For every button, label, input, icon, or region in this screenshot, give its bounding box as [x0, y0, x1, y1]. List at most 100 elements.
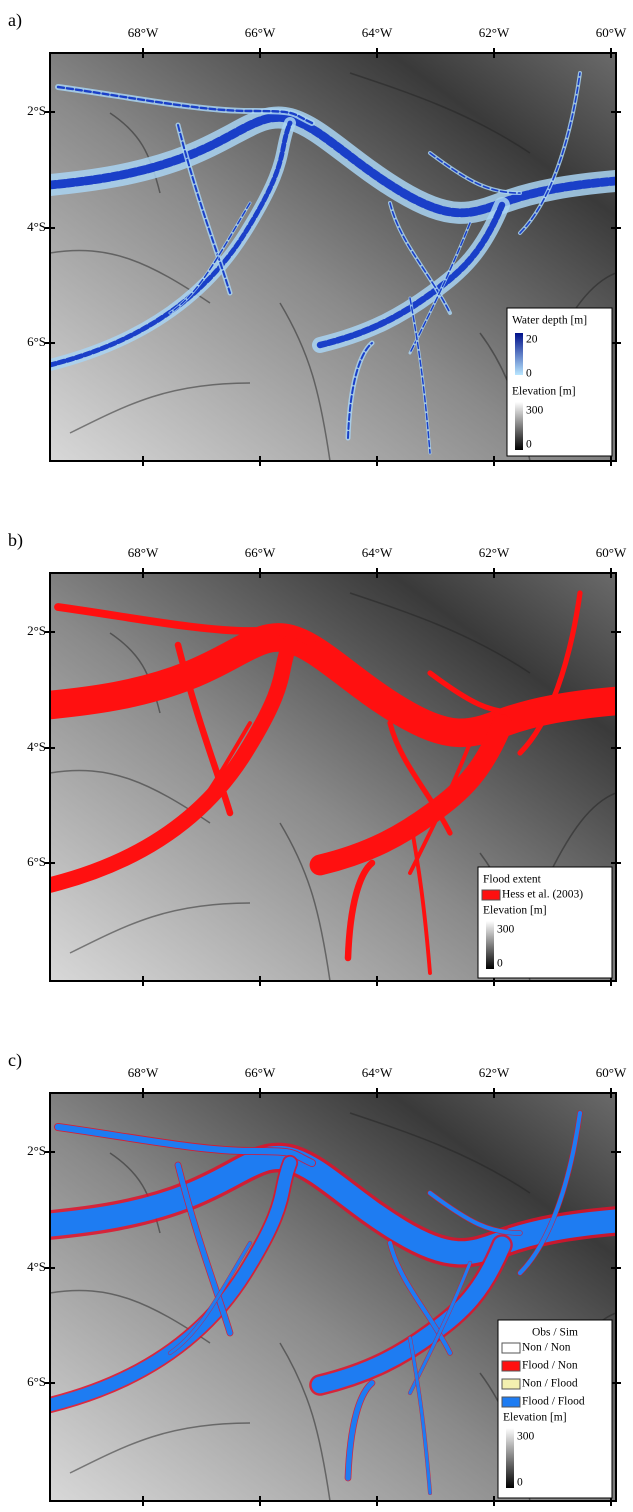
legend-title: Obs / Sim [532, 1327, 578, 1339]
longitude-label: 66°W [245, 25, 276, 40]
water-deep [347, 342, 373, 439]
longitude-label: 66°W [245, 545, 276, 560]
water-deep [409, 297, 431, 454]
legend-swatch [501, 1360, 521, 1372]
longitude-label: 62°W [479, 25, 510, 40]
flood-both [517, 1110, 583, 1276]
longitude-label: 66°W [245, 1065, 276, 1080]
map-frame [49, 1092, 617, 1502]
colorbar [515, 333, 523, 375]
longitude-label: 64°W [362, 545, 393, 560]
drainage [69, 1422, 251, 1474]
flood [387, 720, 453, 836]
legend: Obs / Sim Non / Non Flood / Non Non / Flood… [497, 1319, 613, 1499]
legend-entry: Flood / Non [522, 1360, 578, 1372]
map-frame [49, 572, 617, 982]
colorbar [486, 921, 494, 969]
panel-label: c) [8, 1050, 22, 1071]
legend-box [506, 307, 613, 457]
drainage [279, 822, 331, 981]
flood [309, 714, 513, 876]
flood [344, 859, 376, 962]
water-deep [50, 120, 293, 368]
longitude-label: 64°W [362, 25, 393, 40]
drainage [69, 902, 251, 954]
colorbar-label: 300 [517, 1431, 535, 1443]
drainage [279, 302, 331, 461]
legend-entry: Non / Non [522, 1342, 571, 1354]
map-panel: b) 68°W 66°W 64°W 62°W 60°W 2°S 4°S 6°S Flood ext… [8, 530, 627, 986]
drainage [549, 792, 616, 874]
map-panel: a) 68°W 66°W 64°W 62°W 60°W 2°S 4°S 6°S Water dep… [8, 10, 627, 466]
flood [517, 590, 583, 756]
drainage [109, 632, 161, 714]
latitude-label: 6°S [27, 1374, 46, 1389]
longitude-label: 62°W [479, 1065, 510, 1080]
legend: Water depth [m] 20 0 Elevation [m] 300 0 [506, 307, 613, 457]
flood [174, 641, 234, 817]
drainage [349, 592, 531, 674]
drainage [69, 382, 251, 434]
drainage [349, 1112, 531, 1194]
legend-entry: Non / Flood [522, 1378, 578, 1390]
latitude-label: 2°S [27, 623, 46, 638]
legend-entry: Flood / Flood [522, 1396, 585, 1408]
panel-label: b) [8, 530, 23, 551]
longitude-label: 68°W [128, 25, 159, 40]
flood-both [387, 1240, 453, 1356]
longitude-label: 64°W [362, 1065, 393, 1080]
water-deep [177, 124, 231, 294]
longitude-label: 60°W [596, 1065, 627, 1080]
flood-both [311, 1236, 511, 1394]
flood [408, 816, 432, 975]
colorbar-label: 20 [526, 334, 538, 346]
legend: Flood extent Hess et al. (2003) Elevation … [477, 866, 613, 979]
flood-both [54, 1123, 316, 1167]
colorbar-label: 0 [497, 958, 503, 970]
colorbar-label: 300 [497, 924, 515, 936]
flood-both [408, 1336, 432, 1495]
latitude-label: 2°S [27, 1143, 46, 1158]
latitude-label: 4°S [27, 1259, 46, 1274]
flood [427, 670, 523, 716]
legend-title: Water depth [m] [512, 315, 587, 327]
flood-both [175, 1162, 233, 1336]
legend-entry: Hess et al. (2003) [502, 889, 583, 901]
flood-both [427, 1190, 523, 1236]
colorbar [506, 1428, 514, 1488]
flood-both [345, 1380, 375, 1481]
flood [168, 721, 252, 835]
legend-title: Elevation [m] [512, 386, 576, 398]
water-deep [429, 152, 521, 194]
longitude-label: 60°W [596, 25, 627, 40]
colorbar [515, 402, 523, 450]
colorbar-label: 300 [526, 405, 544, 417]
drainage [109, 112, 161, 194]
latitude-label: 6°S [27, 854, 46, 869]
latitude-label: 6°S [27, 334, 46, 349]
legend-title: Flood extent [483, 874, 542, 886]
colorbar-label: 0 [526, 439, 532, 451]
legend-swatch [501, 1378, 521, 1390]
water-deep [169, 202, 251, 314]
latitude-label: 2°S [27, 103, 46, 118]
flood [50, 635, 298, 893]
latitude-label: 4°S [27, 739, 46, 754]
map-content [50, 53, 616, 461]
longitude-label: 62°W [479, 545, 510, 560]
map-panel: c) 68°W 66°W 64°W 62°W 60°W 2°S 4°S 6°S Obs / Sim… [8, 1050, 627, 1506]
colorbar-label: 0 [526, 368, 532, 380]
legend-swatch [481, 889, 501, 901]
flood-both [168, 1241, 252, 1355]
drainage [279, 1342, 331, 1501]
legend-title: Elevation [m] [503, 1412, 567, 1424]
panel-label: a) [8, 10, 22, 31]
longitude-label: 68°W [128, 545, 159, 560]
map-frame [49, 52, 617, 462]
water-deep [389, 202, 451, 314]
drainage [349, 72, 531, 154]
legend-swatch [501, 1342, 521, 1354]
flood-both [50, 1156, 297, 1412]
water-deep [316, 201, 506, 349]
